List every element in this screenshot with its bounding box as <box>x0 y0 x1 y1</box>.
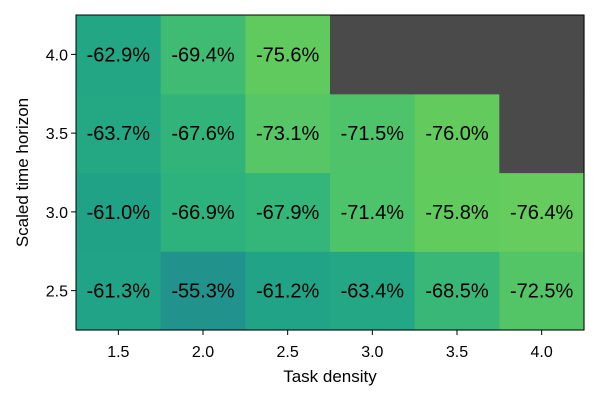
heatmap-cell <box>245 172 331 252</box>
x-tick-label: 1.5 <box>107 344 129 361</box>
heatmap-cell <box>160 251 246 331</box>
heatmap-cell <box>414 172 500 252</box>
heatmap-cell <box>330 172 416 252</box>
heatmap-cell-label: -63.7% <box>87 123 151 145</box>
heatmap-cell-label: -67.9% <box>256 202 320 224</box>
heatmap-cell <box>245 15 331 95</box>
heatmap-cell-label: -61.2% <box>256 281 320 303</box>
heatmap-cell-missing <box>330 15 416 95</box>
heatmap-cells <box>76 15 585 331</box>
heatmap-cell-label: -55.3% <box>171 281 235 303</box>
heatmap-cell <box>499 172 585 252</box>
heatmap-cell <box>499 251 585 331</box>
heatmap-cell-label: -61.0% <box>87 202 151 224</box>
y-axis-ticks: 2.5 3.0 3.5 4.0 <box>46 47 76 301</box>
heatmap-cell-label: -71.5% <box>341 123 405 145</box>
y-axis-label: Scaled time horizon <box>13 98 32 247</box>
y-tick-label: 3.0 <box>46 205 68 222</box>
x-tick-label: 4.0 <box>531 344 553 361</box>
x-tick-label: 2.0 <box>192 344 214 361</box>
y-tick-label: 3.5 <box>46 126 68 143</box>
heatmap-cell <box>330 93 416 174</box>
heatmap-cell <box>245 251 331 331</box>
heatmap-cell-labels: -61.3% -55.3% -61.2% -63.4% -68.5% -72.5% -61.… <box>87 44 574 302</box>
heatmap-cell <box>76 172 162 252</box>
heatmap-cell-label: -76.0% <box>425 123 489 145</box>
heatmap-cell-label: -75.8% <box>425 202 489 224</box>
heatmap-cell-label: -68.5% <box>425 281 489 303</box>
heatmap-cell-label: -73.1% <box>256 123 320 145</box>
y-tick-label: 2.5 <box>46 284 68 301</box>
heatmap-cell-label: -76.4% <box>510 202 574 224</box>
heatmap-cell-label: -62.9% <box>87 44 151 66</box>
heatmap-cell-missing <box>499 93 585 174</box>
x-tick-label: 3.5 <box>446 344 468 361</box>
heatmap-cell <box>160 93 246 174</box>
x-axis-label: Task density <box>283 367 377 386</box>
heatmap-cell <box>76 93 162 174</box>
heatmap-cell-label: -72.5% <box>510 281 574 303</box>
heatmap-cell-label: -71.4% <box>341 202 405 224</box>
heatmap-cell-label: -67.6% <box>171 123 235 145</box>
x-tick-label: 2.5 <box>277 344 299 361</box>
heatmap-cell <box>160 15 246 95</box>
heatmap-cell-missing <box>499 15 585 95</box>
heatmap-cell-missing <box>414 15 500 95</box>
heatmap-cell <box>330 251 416 331</box>
heatmap-cell-label: -75.6% <box>256 44 320 66</box>
heatmap-cell <box>414 251 500 331</box>
heatmap-cell-label: -66.9% <box>171 202 235 224</box>
heatmap-cell <box>76 251 162 331</box>
heatmap-cell <box>414 93 500 174</box>
x-axis-ticks: 1.5 2.0 2.5 3.0 3.5 4.0 <box>107 330 553 361</box>
y-tick-label: 4.0 <box>46 47 68 64</box>
heatmap-cell <box>76 15 162 95</box>
heatmap-cell-label: -63.4% <box>341 281 405 303</box>
plot-frame <box>75 14 585 331</box>
heatmap-cell-label: -61.3% <box>87 281 151 303</box>
heatmap-cell <box>245 93 331 174</box>
heatmap-cell <box>160 172 246 252</box>
x-tick-label: 3.0 <box>361 344 383 361</box>
heatmap-cell-label: -69.4% <box>171 44 235 66</box>
